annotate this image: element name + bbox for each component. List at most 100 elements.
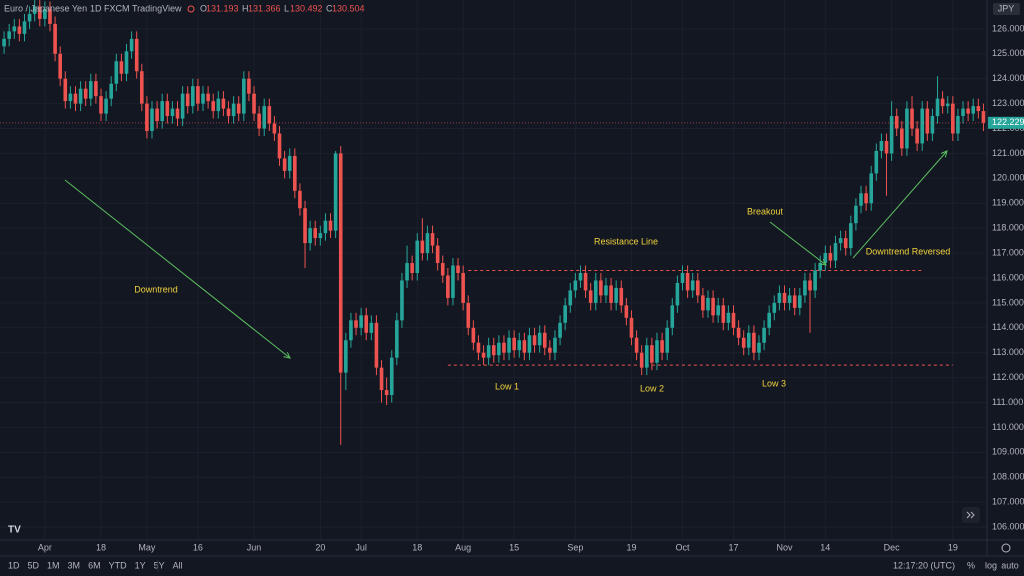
candle-body: [609, 285, 613, 303]
candle-body: [915, 128, 919, 144]
candle-body: [221, 98, 226, 109]
candle-body: [191, 86, 195, 107]
candles: [2, 0, 986, 445]
candle-body: [344, 340, 348, 373]
candle-body: [461, 272, 465, 303]
candle-body: [400, 280, 404, 321]
candle-body: [629, 317, 634, 338]
annotation: Low 2: [640, 383, 664, 393]
candle-body: [966, 108, 970, 114]
candle-body: [231, 103, 236, 117]
range-button[interactable]: 1D: [8, 560, 20, 570]
candle-body: [491, 345, 496, 356]
candle-body: [435, 245, 440, 264]
candle-body: [364, 315, 369, 333]
range-button[interactable]: 5Y: [154, 560, 165, 570]
candle-body: [634, 337, 639, 353]
candle-body: [976, 106, 981, 112]
x-tick-label: 14: [820, 542, 830, 552]
candle-body: [741, 337, 746, 348]
candle-body: [27, 13, 32, 22]
candle-body: [236, 103, 241, 114]
candle-body: [456, 265, 460, 273]
candle-body: [405, 263, 409, 281]
candle-body: [731, 312, 736, 328]
range-button[interactable]: 1M: [47, 560, 60, 570]
candle-body: [777, 292, 782, 303]
y-tick-label: 109.000: [992, 447, 1024, 457]
candle-body: [828, 253, 833, 261]
candle-body: [180, 93, 185, 119]
range-button[interactable]: 3M: [68, 560, 81, 570]
range-button[interactable]: All: [173, 560, 183, 570]
currency-box[interactable]: [993, 3, 1020, 15]
candle-body: [451, 265, 455, 298]
settings-icon[interactable]: [1001, 543, 1011, 553]
status-dot: [187, 5, 195, 13]
ohlc-key: L: [284, 3, 289, 13]
candle-body: [588, 290, 593, 303]
candle-body: [134, 38, 139, 72]
levels: [447, 269, 953, 366]
scale-option[interactable]: auto: [1001, 560, 1019, 570]
candle-body: [757, 342, 761, 353]
range-button[interactable]: 6M: [88, 560, 101, 570]
scroll-button[interactable]: [962, 507, 980, 523]
scale-option[interactable]: log: [985, 560, 997, 570]
candle-body: [293, 155, 297, 191]
candle-body: [578, 272, 583, 281]
annotation: Low 3: [762, 378, 786, 388]
candle-body: [257, 113, 261, 129]
candle-body: [706, 297, 710, 311]
candle-body: [420, 240, 425, 254]
candle-body: [910, 108, 914, 129]
candle-body: [185, 93, 190, 107]
annotation: Resistance Line: [594, 236, 658, 246]
candle-body: [956, 116, 960, 134]
candle-body: [88, 81, 93, 99]
candle-body: [282, 158, 287, 171]
x-tick-label: Jun: [247, 542, 262, 552]
candle-body: [73, 93, 78, 104]
x-tick-label: Sep: [567, 542, 583, 552]
candle-body: [981, 111, 986, 123]
candle-body: [716, 305, 720, 316]
candle-body: [548, 347, 552, 353]
candle-body: [971, 106, 976, 114]
candle-body: [374, 322, 379, 368]
scale-option[interactable]: %: [967, 560, 975, 570]
last-price-label: 122.229: [992, 117, 1024, 127]
candle-body: [226, 108, 231, 117]
candle-body: [823, 253, 828, 264]
candle-body: [818, 263, 823, 271]
candle-body: [303, 208, 307, 244]
last-price-tag: [988, 116, 1024, 129]
candle-body: [124, 51, 129, 74]
candle-body: [507, 337, 511, 353]
candle-body: [894, 116, 899, 129]
candle-body: [675, 282, 680, 306]
candle-body: [568, 290, 573, 306]
y-tick-label: 113.000: [992, 347, 1024, 357]
range-button[interactable]: 5D: [28, 560, 40, 570]
candle-body: [476, 342, 481, 353]
candle-body: [99, 96, 103, 114]
candle-body: [798, 295, 802, 308]
x-tick-label: Apr: [38, 542, 52, 552]
y-tick-label: 106.000: [992, 521, 1024, 531]
currency[interactable]: JPY: [998, 3, 1015, 13]
candle-body: [527, 335, 532, 353]
x-tick-label: 20: [315, 542, 325, 552]
x-tick-label: 16: [193, 542, 203, 552]
range-button[interactable]: YTD: [109, 560, 128, 570]
range-button[interactable]: 1Y: [135, 560, 146, 570]
candle-body: [624, 305, 629, 318]
candle-body: [644, 345, 649, 368]
candle-body: [272, 123, 277, 134]
candle-body: [165, 101, 170, 117]
candle-body: [813, 270, 817, 291]
y-tick-label: 112.000: [992, 372, 1024, 382]
candle-body: [17, 26, 22, 34]
